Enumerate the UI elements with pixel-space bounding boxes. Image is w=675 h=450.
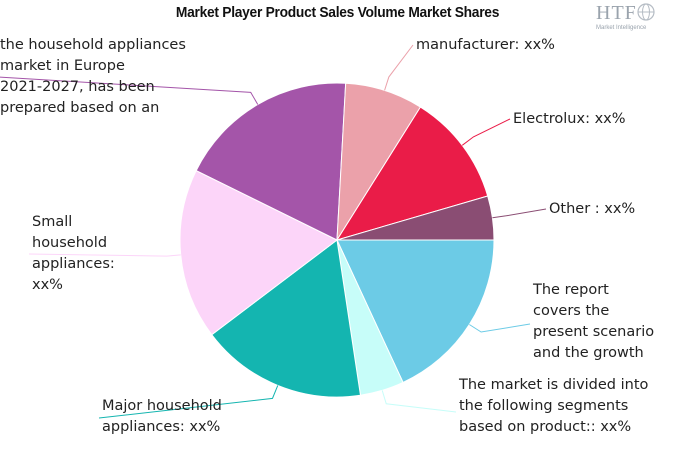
leader-line bbox=[28, 253, 181, 257]
pie-slice bbox=[336, 195, 495, 241]
leader-line bbox=[98, 385, 279, 419]
pie-slice bbox=[211, 239, 362, 398]
globe-icon bbox=[637, 3, 655, 21]
slice-label: The report covers the present scenario and … bbox=[533, 282, 655, 361]
logo-subtext: Market Intelligence bbox=[596, 25, 647, 31]
slice-label: Major household appliances: xx% bbox=[102, 398, 222, 435]
slice-label: Small household appliances: xx% bbox=[32, 214, 115, 293]
leader-line bbox=[492, 208, 547, 219]
slice-label: the household appliances market in Europe… bbox=[0, 37, 186, 116]
pie-slice bbox=[179, 169, 338, 336]
leader-line bbox=[469, 323, 531, 333]
chart-title: Market Player Product Sales Volume Marke… bbox=[175, 4, 500, 21]
slice-label: Other : xx% bbox=[549, 201, 636, 217]
leader-line bbox=[0, 76, 259, 105]
slice-label: Electrolux: xx% bbox=[513, 111, 626, 127]
leader-line bbox=[384, 44, 414, 91]
htf-logo: HTF Market Intelligence bbox=[586, 2, 666, 36]
leader-line bbox=[461, 118, 511, 146]
leader-line bbox=[381, 390, 457, 413]
pie-slice bbox=[336, 239, 495, 384]
slice-label: manufacturer: xx% bbox=[416, 37, 555, 53]
slice-label: The market is divided into the following … bbox=[459, 377, 649, 435]
logo-text: HTF bbox=[596, 2, 637, 24]
